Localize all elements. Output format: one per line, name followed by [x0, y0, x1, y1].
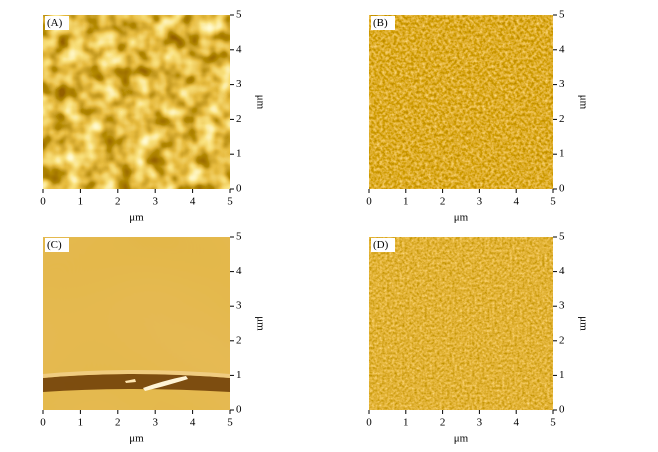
y-tick-label: 3 — [236, 78, 242, 90]
bright-band — [43, 370, 230, 378]
y-tick-label: 5 — [236, 9, 242, 21]
x-tick-label: 4 — [513, 417, 519, 429]
y-tick-label: 3 — [559, 78, 565, 90]
y-tick-label: 1 — [236, 148, 242, 160]
y-tick-label: 4 — [559, 43, 565, 55]
x-tick-label: 1 — [403, 196, 409, 208]
x-tick-label: 5 — [227, 196, 233, 208]
y-tick-label: 3 — [559, 300, 565, 312]
afm-image — [369, 15, 553, 189]
panel-c-features — [43, 370, 230, 392]
x-axis-label: μm — [129, 212, 144, 224]
x-tick-label: 4 — [513, 196, 519, 208]
x-tick-label: 0 — [40, 417, 46, 429]
x-tick-label: 1 — [78, 196, 84, 208]
x-axis-label: μm — [454, 212, 469, 224]
panel-label: (A) — [47, 17, 63, 29]
x-tick-label: 0 — [40, 196, 46, 208]
y-tick-label: 4 — [236, 43, 242, 55]
x-tick-label: 3 — [477, 196, 483, 208]
x-tick-label: 1 — [403, 417, 409, 429]
x-tick-label: 2 — [115, 196, 121, 208]
x-axis-label: μm — [129, 433, 144, 445]
x-tick-label: 5 — [550, 417, 556, 429]
y-axis-label: μm — [577, 95, 589, 110]
panel-label-box — [45, 238, 69, 252]
panel-label: (B) — [373, 17, 388, 29]
panel-label: (C) — [47, 239, 62, 251]
y-tick-label: 5 — [236, 231, 242, 243]
x-tick-label: 0 — [366, 196, 372, 208]
y-tick-label: 0 — [236, 404, 242, 416]
x-tick-label: 2 — [440, 196, 446, 208]
afm-image — [43, 15, 230, 189]
panel-label-box — [371, 238, 395, 252]
y-tick-label: 5 — [559, 9, 565, 21]
y-axis-label: μm — [254, 316, 266, 331]
x-tick-label: 5 — [227, 417, 233, 429]
panel-label-box — [45, 16, 69, 30]
x-tick-label: 1 — [78, 417, 84, 429]
y-axis-label: μm — [254, 95, 266, 110]
y-tick-label: 2 — [236, 113, 242, 125]
afm-image — [369, 237, 553, 410]
x-tick-label: 3 — [152, 417, 158, 429]
x-tick-label: 2 — [440, 417, 446, 429]
bright-spot — [125, 379, 136, 383]
y-tick-label: 0 — [559, 404, 565, 416]
y-tick-label: 4 — [559, 265, 565, 277]
x-tick-label: 2 — [115, 417, 121, 429]
x-tick-label: 5 — [550, 196, 556, 208]
y-tick-label: 1 — [236, 369, 242, 381]
y-axis-label: μm — [577, 316, 589, 331]
x-axis-label: μm — [454, 433, 469, 445]
y-tick-label: 2 — [559, 334, 565, 346]
x-tick-label: 4 — [190, 196, 196, 208]
y-tick-label: 1 — [559, 369, 565, 381]
y-tick-label: 4 — [236, 265, 242, 277]
bright-streak — [143, 376, 188, 391]
y-tick-label: 2 — [236, 334, 242, 346]
panel-label: (D) — [373, 239, 389, 251]
x-tick-label: 3 — [152, 196, 158, 208]
panel-label-box — [371, 16, 395, 30]
x-tick-label: 0 — [366, 417, 372, 429]
y-tick-label: 0 — [236, 183, 242, 195]
x-tick-label: 4 — [190, 417, 196, 429]
x-tick-label: 3 — [477, 417, 483, 429]
y-tick-label: 0 — [559, 183, 565, 195]
y-tick-label: 2 — [559, 113, 565, 125]
y-tick-label: 5 — [559, 231, 565, 243]
y-tick-label: 3 — [236, 300, 242, 312]
y-tick-label: 1 — [559, 148, 565, 160]
